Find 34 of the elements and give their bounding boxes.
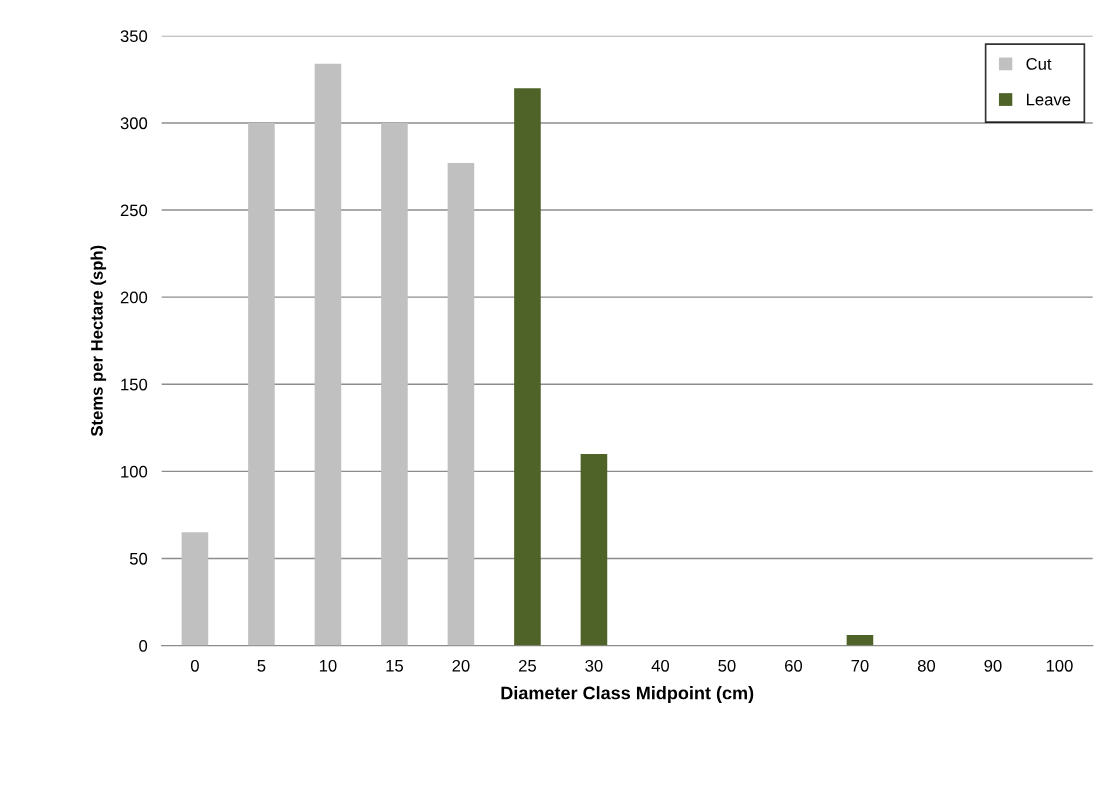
y-tick-label: 50: [129, 552, 148, 565]
x-tick-label: 70: [851, 659, 869, 672]
bar: [447, 163, 475, 646]
bar: [514, 88, 541, 646]
legend-label: Leave: [1026, 93, 1071, 106]
x-tick-label: 40: [651, 659, 670, 672]
bar: [314, 63, 342, 646]
x-tick-label: 0: [190, 659, 199, 672]
x-tick-label: 60: [785, 659, 803, 672]
x-tick-label: 25: [519, 659, 537, 672]
x-axis-title: Diameter Class Midpoint (cm): [501, 686, 754, 703]
y-tick-label: 100: [121, 465, 148, 478]
x-tick-label: 15: [386, 660, 403, 672]
y-tick-label: 250: [120, 204, 148, 217]
bar: [181, 532, 209, 646]
bar: [846, 635, 874, 646]
y-tick-label: 200: [120, 291, 148, 304]
bar: [580, 453, 608, 646]
y-tick-label: 300: [120, 117, 148, 130]
bar: [248, 122, 275, 646]
x-tick-label: 10: [319, 659, 337, 672]
x-tick-label: 90: [984, 659, 1002, 672]
x-tick-label: 100: [1046, 659, 1073, 672]
x-tick-label: 50: [718, 659, 736, 672]
x-tick-label: 5: [257, 660, 266, 672]
y-tick-label: 350: [120, 30, 148, 43]
y-axis-title: Stems per Hectare (sph): [90, 245, 107, 437]
y-tick-label: 0: [139, 639, 148, 652]
bar: [381, 122, 408, 646]
x-tick-label: 30: [585, 659, 603, 672]
legend-label: Cut: [1026, 58, 1052, 70]
x-tick-label: 20: [452, 659, 470, 672]
y-tick-label: 150: [121, 378, 148, 391]
x-tick-label: 80: [917, 659, 936, 672]
